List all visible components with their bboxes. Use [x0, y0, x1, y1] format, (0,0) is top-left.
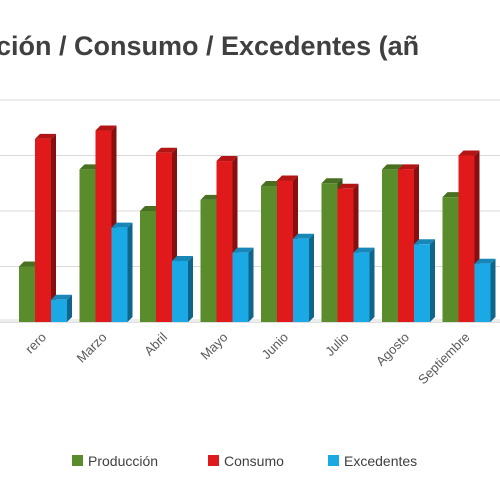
bar-front: [293, 238, 309, 322]
legend-swatch: [72, 455, 83, 466]
bar-front: [398, 169, 414, 322]
legend-swatch: [328, 455, 339, 466]
legend-item-consumo: Consumo: [208, 453, 284, 469]
bar-top: [337, 183, 359, 189]
bar-front: [458, 155, 475, 322]
bar-top: [293, 233, 314, 239]
bar-side: [67, 294, 72, 322]
bar-front: [261, 186, 277, 322]
bar-top: [353, 247, 375, 253]
bar-top: [232, 247, 254, 253]
bar-excedentes-1: [111, 222, 133, 322]
bar-top: [277, 175, 298, 181]
bar-top: [140, 206, 161, 211]
bar-front: [140, 211, 156, 322]
bar-front: [172, 260, 188, 322]
bar-excedentes-6: [414, 239, 435, 322]
legend-label: Excedentes: [344, 453, 417, 469]
bar-front: [200, 199, 217, 322]
bar-front: [51, 299, 67, 322]
bar-front: [414, 244, 430, 322]
legend: Producción Consumo Excedentes: [72, 453, 417, 469]
bar-top: [35, 133, 56, 139]
bar-top: [156, 147, 177, 153]
bar-side: [309, 233, 314, 322]
bar-top: [321, 178, 343, 184]
bar-front: [111, 227, 128, 322]
bars: [19, 125, 496, 323]
bar-top: [111, 222, 133, 228]
bar-front: [321, 183, 338, 322]
bar-top: [474, 258, 496, 264]
legend-item-excedentes: Excedentes: [328, 453, 417, 469]
bar-front: [474, 263, 491, 322]
legend-swatch: [208, 455, 219, 466]
bar-front: [156, 152, 172, 322]
bar-side: [369, 247, 375, 322]
bar-top: [200, 194, 222, 200]
bar-front: [216, 161, 233, 322]
bar-excedentes-3: [232, 247, 254, 322]
bar-top: [458, 150, 480, 156]
bar-side: [248, 247, 254, 322]
bar-side: [430, 239, 435, 322]
bar-consumo-0: [35, 133, 56, 322]
chart-title: ción / Consumo / Excedentes (añ: [0, 31, 419, 61]
bar-top: [95, 125, 117, 131]
bar-excedentes-5: [353, 247, 375, 322]
bar-excedentes-0: [51, 294, 72, 322]
bar-excedentes-7: [474, 258, 496, 322]
bar-top: [414, 239, 435, 245]
legend-label: Producción: [88, 453, 158, 469]
bar-front: [232, 252, 249, 322]
bar-side: [188, 255, 193, 322]
bar-front: [19, 266, 35, 322]
legend-item-producción: Producción: [72, 453, 158, 469]
bar-excedentes-4: [293, 233, 314, 322]
bar-front: [35, 138, 51, 322]
bar-front: [95, 130, 112, 322]
bar-front: [79, 169, 96, 322]
bar-side: [127, 222, 133, 322]
bar-front: [353, 252, 370, 322]
bar-front: [382, 169, 398, 322]
bar-side: [490, 258, 496, 322]
legend-label: Consumo: [224, 453, 284, 469]
bar-top: [19, 261, 40, 267]
bar-front: [442, 197, 459, 322]
bar-top: [216, 156, 238, 162]
bar-excedentes-2: [172, 255, 193, 322]
bar-front: [337, 188, 354, 322]
bar-front: [277, 180, 293, 322]
bar-top: [382, 164, 403, 170]
bar-top: [398, 164, 419, 170]
bar-top: [261, 181, 282, 187]
bar-side: [51, 133, 56, 322]
bar-top: [79, 164, 101, 170]
bar-top: [442, 192, 464, 198]
bar-top: [172, 255, 193, 261]
bar-top: [51, 294, 72, 300]
